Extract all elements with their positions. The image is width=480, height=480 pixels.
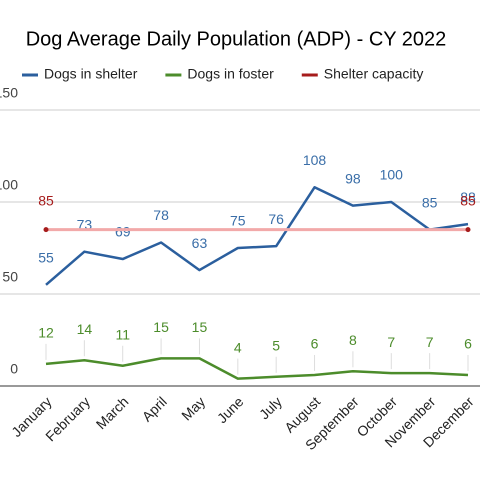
y-tick-label: 0 [10,361,18,377]
data-label: 8 [349,332,357,348]
data-label: 6 [464,336,472,352]
series-line [45,357,469,380]
x-tick-label: July [256,393,285,422]
data-label: 15 [153,319,169,335]
capacity-point [43,227,49,233]
y-tick-label: 150 [0,85,18,101]
data-label: 7 [426,334,434,350]
data-label: 69 [115,224,131,240]
data-label: 15 [192,319,208,335]
data-label: 11 [115,326,130,342]
y-tick-label: 100 [0,177,18,193]
data-label: 4 [234,339,242,355]
data-label: 55 [38,250,54,266]
x-tick-label: March [93,393,132,432]
data-label: 88 [460,189,476,205]
data-label: 14 [77,321,93,337]
data-label: 85 [460,192,476,208]
data-label: 108 [303,152,327,168]
data-label: 5 [272,338,280,354]
data-label: 7 [387,334,395,350]
data-label: 6 [311,336,319,352]
data-label: 63 [192,235,208,251]
y-tick-label: 50 [2,269,18,285]
legend-label: Dogs in shelter [44,66,138,82]
data-label: 12 [38,325,54,341]
data-label: 85 [38,192,54,208]
x-tick-label: June [214,393,247,426]
data-label: 75 [230,213,246,229]
data-label: 78 [153,207,169,223]
chart-title: Dog Average Daily Population (ADP) - CY … [26,28,447,50]
capacity-point [465,227,471,233]
legend-label: Dogs in foster [187,66,274,82]
data-label: 85 [422,194,438,210]
x-tick-label: May [178,393,208,423]
series-line [45,186,469,286]
legend-label: Shelter capacity [324,66,424,82]
x-tick-label: April [139,393,170,424]
data-label: 98 [345,170,361,186]
data-label: 76 [268,211,284,227]
data-label: 100 [380,167,404,183]
